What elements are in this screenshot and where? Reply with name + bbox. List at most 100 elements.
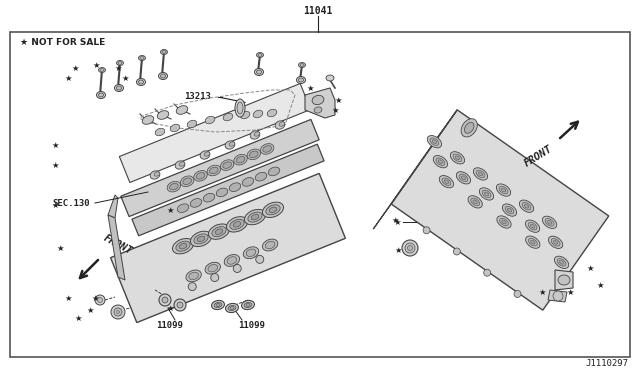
Text: ★: ★ — [92, 294, 99, 302]
Ellipse shape — [237, 102, 243, 114]
Ellipse shape — [557, 259, 566, 266]
Ellipse shape — [204, 193, 215, 202]
Ellipse shape — [116, 61, 124, 65]
Ellipse shape — [187, 120, 197, 128]
Ellipse shape — [442, 178, 451, 186]
Ellipse shape — [258, 54, 262, 57]
Ellipse shape — [227, 217, 248, 232]
Ellipse shape — [471, 198, 479, 206]
Ellipse shape — [508, 208, 512, 212]
Polygon shape — [121, 119, 319, 217]
Ellipse shape — [257, 52, 264, 58]
Text: ★: ★ — [121, 74, 129, 83]
Ellipse shape — [500, 218, 508, 226]
Ellipse shape — [312, 95, 324, 105]
Ellipse shape — [528, 222, 537, 230]
Ellipse shape — [531, 224, 535, 228]
Ellipse shape — [326, 75, 334, 81]
Ellipse shape — [547, 221, 552, 224]
Ellipse shape — [215, 229, 223, 234]
Ellipse shape — [241, 301, 255, 310]
Ellipse shape — [161, 49, 168, 55]
Ellipse shape — [474, 168, 488, 180]
Ellipse shape — [234, 154, 247, 165]
Ellipse shape — [229, 183, 241, 192]
Ellipse shape — [298, 78, 303, 82]
Ellipse shape — [225, 304, 239, 312]
Ellipse shape — [138, 55, 145, 61]
Ellipse shape — [190, 199, 202, 207]
Polygon shape — [111, 173, 346, 323]
Text: FRONT: FRONT — [522, 144, 554, 169]
Ellipse shape — [246, 304, 250, 307]
Ellipse shape — [461, 119, 477, 137]
Text: ★: ★ — [71, 64, 79, 73]
Ellipse shape — [230, 219, 244, 230]
Ellipse shape — [525, 220, 540, 232]
Ellipse shape — [432, 140, 436, 144]
Circle shape — [159, 294, 171, 306]
Ellipse shape — [179, 243, 187, 249]
Ellipse shape — [453, 154, 462, 161]
Ellipse shape — [257, 70, 262, 74]
Ellipse shape — [179, 162, 185, 166]
Ellipse shape — [186, 270, 202, 282]
Ellipse shape — [176, 106, 188, 114]
Ellipse shape — [529, 238, 537, 246]
Circle shape — [111, 305, 125, 319]
Circle shape — [211, 273, 219, 282]
Ellipse shape — [465, 122, 474, 133]
Ellipse shape — [225, 141, 235, 149]
Ellipse shape — [154, 172, 160, 176]
Text: 11099: 11099 — [239, 321, 266, 330]
Ellipse shape — [267, 109, 277, 117]
Ellipse shape — [150, 171, 160, 179]
Circle shape — [514, 291, 521, 298]
Ellipse shape — [229, 142, 235, 146]
Ellipse shape — [212, 301, 225, 310]
Ellipse shape — [240, 111, 250, 119]
Ellipse shape — [167, 181, 180, 192]
Ellipse shape — [250, 131, 260, 139]
Ellipse shape — [502, 204, 516, 216]
Ellipse shape — [251, 214, 259, 220]
Circle shape — [162, 297, 168, 303]
Ellipse shape — [244, 209, 266, 225]
Ellipse shape — [520, 200, 534, 212]
Ellipse shape — [194, 234, 208, 244]
Text: ★: ★ — [115, 64, 122, 73]
Ellipse shape — [262, 202, 284, 218]
Ellipse shape — [554, 256, 569, 269]
Ellipse shape — [175, 161, 185, 169]
Text: ★: ★ — [538, 288, 546, 296]
Ellipse shape — [468, 196, 483, 208]
Text: ★ NOT FOR SALE: ★ NOT FOR SALE — [20, 38, 105, 46]
Ellipse shape — [300, 64, 304, 67]
Polygon shape — [373, 110, 457, 229]
Ellipse shape — [191, 231, 212, 247]
Ellipse shape — [266, 205, 280, 215]
Ellipse shape — [100, 68, 104, 71]
Ellipse shape — [314, 107, 322, 113]
Circle shape — [256, 255, 264, 263]
Ellipse shape — [233, 222, 241, 227]
Text: ★: ★ — [166, 304, 173, 312]
Ellipse shape — [482, 190, 491, 198]
Ellipse shape — [223, 113, 233, 121]
Ellipse shape — [115, 84, 124, 92]
Ellipse shape — [172, 238, 193, 254]
Circle shape — [453, 248, 460, 255]
Ellipse shape — [235, 99, 245, 117]
Ellipse shape — [183, 178, 191, 185]
Ellipse shape — [248, 212, 262, 222]
Text: 11041: 11041 — [303, 6, 333, 16]
Ellipse shape — [155, 128, 165, 136]
Text: ★: ★ — [64, 294, 72, 302]
Text: ★: ★ — [86, 305, 93, 314]
Ellipse shape — [216, 304, 220, 307]
Ellipse shape — [543, 216, 557, 228]
Circle shape — [423, 227, 430, 234]
Ellipse shape — [216, 188, 228, 197]
Ellipse shape — [140, 57, 144, 60]
Ellipse shape — [525, 236, 540, 248]
